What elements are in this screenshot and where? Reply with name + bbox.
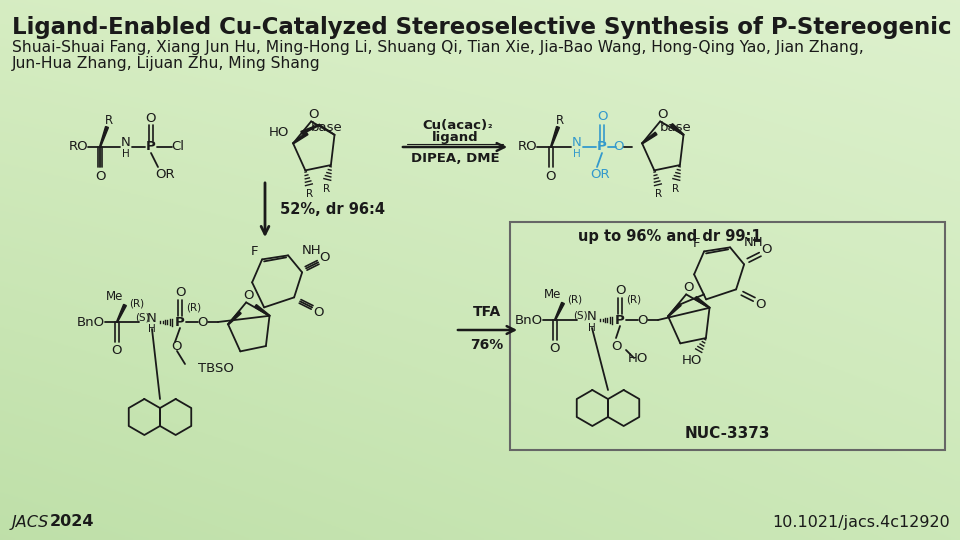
- Text: NH: NH: [744, 236, 764, 249]
- Text: 2024: 2024: [50, 515, 94, 530]
- Polygon shape: [668, 303, 682, 317]
- Text: R: R: [655, 190, 661, 199]
- Text: OR: OR: [156, 167, 175, 180]
- Text: Jun-Hua Zhang, Lijuan Zhu, Ming Shang: Jun-Hua Zhang, Lijuan Zhu, Ming Shang: [12, 56, 321, 71]
- Bar: [510, 222, 945, 450]
- Text: R: R: [305, 190, 313, 199]
- Text: N: N: [147, 312, 156, 325]
- Polygon shape: [300, 124, 320, 134]
- Text: O: O: [657, 108, 667, 121]
- Text: O: O: [683, 281, 693, 294]
- Text: P: P: [597, 140, 607, 153]
- Polygon shape: [100, 126, 108, 147]
- Text: HO: HO: [628, 352, 648, 365]
- Text: (R): (R): [130, 298, 145, 308]
- Text: N: N: [572, 137, 582, 150]
- Text: (R): (R): [627, 295, 641, 305]
- Text: RO: RO: [68, 140, 88, 153]
- Text: (R): (R): [186, 303, 202, 313]
- Polygon shape: [293, 132, 308, 144]
- Polygon shape: [116, 305, 127, 322]
- Text: 52%, dr 96:4: 52%, dr 96:4: [280, 202, 385, 218]
- Text: N: N: [588, 309, 597, 322]
- Text: 10.1021/jacs.4c12920: 10.1021/jacs.4c12920: [772, 515, 950, 530]
- Text: O: O: [613, 140, 624, 153]
- Text: (R): (R): [567, 295, 583, 305]
- Text: O: O: [319, 251, 329, 264]
- Text: HO: HO: [269, 126, 290, 139]
- Text: O: O: [761, 243, 772, 256]
- Text: Me: Me: [544, 288, 562, 301]
- Text: O: O: [550, 342, 561, 355]
- Text: TBSO: TBSO: [198, 361, 234, 375]
- Text: O: O: [308, 108, 319, 121]
- Polygon shape: [642, 132, 657, 144]
- Text: H: H: [588, 323, 596, 333]
- Text: Me: Me: [107, 291, 124, 303]
- Text: R: R: [556, 113, 564, 126]
- Text: H: H: [148, 324, 156, 334]
- Text: OR: OR: [590, 167, 610, 180]
- Text: N: N: [121, 137, 131, 150]
- Polygon shape: [670, 124, 684, 135]
- Text: P: P: [175, 315, 185, 328]
- Text: O: O: [614, 284, 625, 296]
- Text: ligand: ligand: [432, 131, 478, 144]
- Text: O: O: [755, 298, 765, 311]
- Text: base: base: [311, 121, 343, 134]
- Text: O: O: [95, 170, 106, 183]
- Text: Ligand-Enabled Cu-Catalyzed Stereoselective Synthesis of P-Stereogenic ProTides: Ligand-Enabled Cu-Catalyzed Stereoselect…: [12, 16, 960, 39]
- Text: H: H: [573, 149, 581, 159]
- Text: O: O: [111, 343, 122, 356]
- Text: Cu(acac): Cu(acac): [422, 118, 488, 132]
- Polygon shape: [555, 302, 564, 320]
- Text: O: O: [175, 286, 185, 299]
- Text: up to 96% and dr 99:1: up to 96% and dr 99:1: [578, 230, 762, 245]
- Text: H: H: [122, 149, 130, 159]
- Text: P: P: [146, 140, 156, 153]
- Text: Cl: Cl: [172, 140, 184, 153]
- Text: base: base: [660, 121, 692, 134]
- Text: JACS: JACS: [12, 515, 49, 530]
- Text: F: F: [692, 237, 700, 250]
- Text: BnO: BnO: [515, 314, 543, 327]
- Text: BnO: BnO: [77, 315, 105, 328]
- Text: HO: HO: [682, 354, 702, 367]
- Text: (S): (S): [573, 311, 588, 321]
- Text: R: R: [105, 113, 113, 126]
- Text: R: R: [324, 184, 330, 194]
- Text: NH: NH: [302, 244, 322, 257]
- Polygon shape: [550, 126, 560, 147]
- Text: O: O: [197, 315, 207, 328]
- Text: RO: RO: [517, 140, 537, 153]
- Text: (S): (S): [134, 313, 150, 323]
- Text: O: O: [172, 340, 182, 353]
- Text: TFA: TFA: [473, 305, 501, 319]
- Text: F: F: [251, 245, 258, 258]
- Text: 76%: 76%: [470, 338, 504, 352]
- Text: R: R: [672, 184, 680, 194]
- Polygon shape: [254, 305, 270, 316]
- Text: DIPEA, DME: DIPEA, DME: [411, 152, 499, 165]
- Polygon shape: [695, 296, 709, 308]
- Text: Shuai-Shuai Fang, Xiang Jun Hu, Ming-Hong Li, Shuang Qi, Tian Xie, Jia-Bao Wang,: Shuai-Shuai Fang, Xiang Jun Hu, Ming-Hon…: [12, 40, 864, 55]
- Text: O: O: [611, 340, 621, 353]
- Text: P: P: [615, 314, 625, 327]
- Polygon shape: [228, 312, 241, 325]
- Text: O: O: [597, 111, 608, 124]
- Text: O: O: [545, 170, 556, 183]
- Text: ₂: ₂: [487, 120, 492, 130]
- Text: O: O: [146, 111, 156, 125]
- Text: O: O: [313, 306, 324, 319]
- Text: O: O: [636, 314, 647, 327]
- Text: NUC-3373: NUC-3373: [684, 427, 770, 442]
- Text: O: O: [243, 289, 253, 302]
